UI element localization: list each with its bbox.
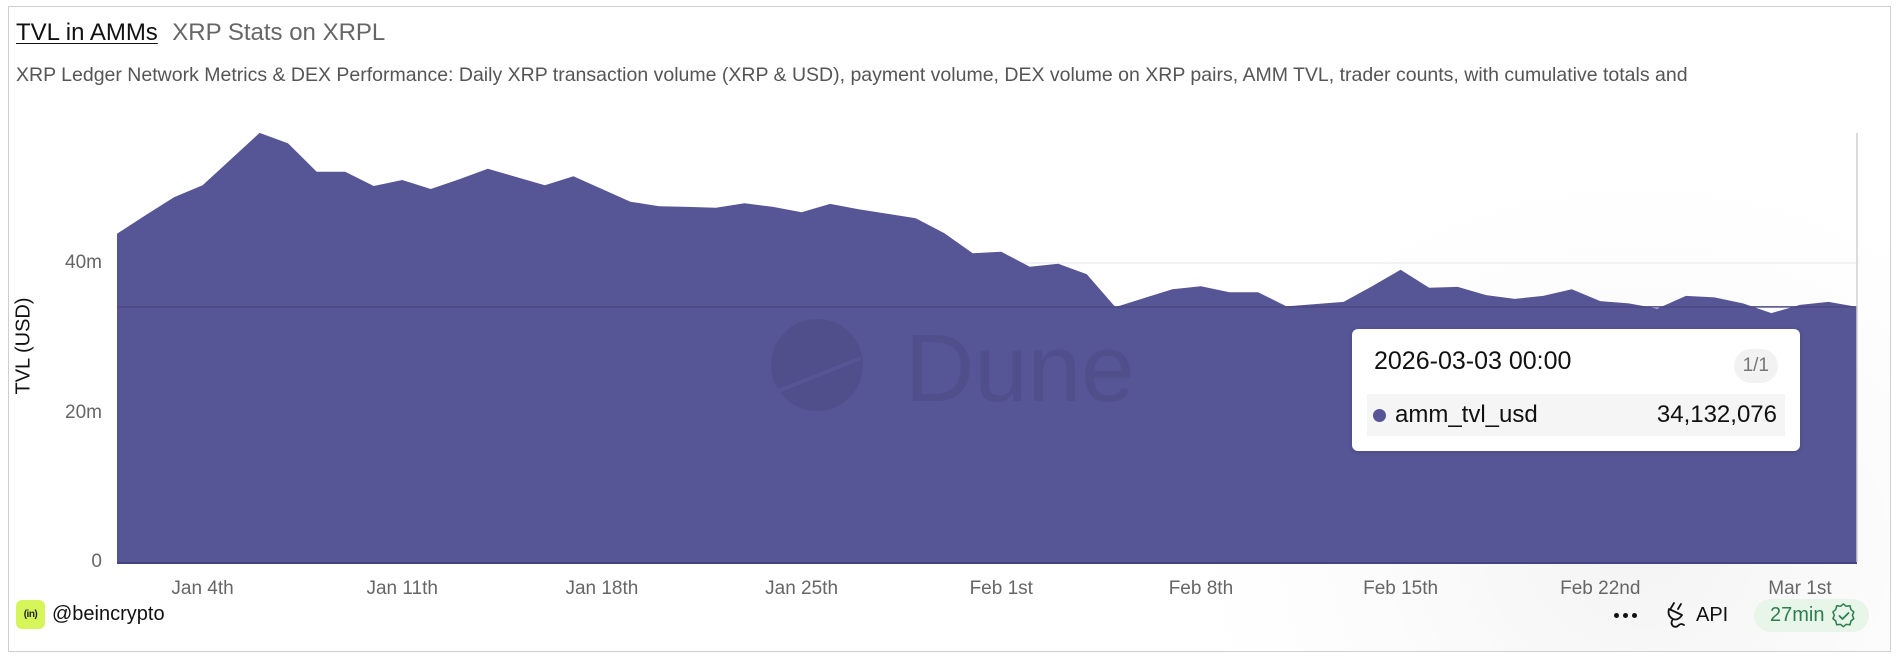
x-tick-label: Jan 18th (565, 578, 639, 599)
y-tick-label: 40m (65, 252, 102, 273)
ellipsis-icon-dot (1631, 612, 1637, 618)
y-tick-label: 20m (65, 401, 102, 423)
y-axis-label: TVL (USD) (12, 297, 35, 395)
tooltip-series-name: amm_tvl_usd (1395, 401, 1538, 428)
x-tick-label: Jan 25th (765, 578, 839, 599)
x-tick-label: Feb 1st (969, 578, 1033, 599)
plug-icon (1667, 602, 1685, 628)
x-tick-label: Jan 11th (366, 578, 438, 599)
author-handle[interactable]: @beincrypto (52, 603, 165, 625)
y-tick-label: 0 (91, 551, 102, 572)
tooltip-series-row: amm_tvl_usd 34,132,076 (1367, 394, 1785, 436)
svg-text:Dune: Dune (905, 315, 1135, 422)
refresh-status-badge[interactable]: 27min (1754, 599, 1869, 632)
tooltip-series-value: 34,132,076 (1656, 401, 1777, 428)
hover-tooltip: 2026-03-03 00:00 1/1 amm_tvl_usd 34,132,… (1352, 329, 1800, 451)
tooltip-page-indicator: 1/1 (1733, 349, 1778, 383)
tooltip-date: 2026-03-03 00:00 (1374, 347, 1572, 375)
x-tick-label: Mar 1st (1768, 578, 1832, 599)
more-options-button[interactable] (1607, 600, 1643, 630)
ellipsis-icon (1613, 612, 1619, 618)
x-tick-label: Feb 15th (1363, 578, 1439, 599)
api-label: API (1696, 603, 1729, 626)
title-row: TVL in AMMs XRP Stats on XRPL (16, 19, 385, 47)
check-badge-icon (1832, 602, 1856, 627)
x-tick-label: Feb 8th (1168, 578, 1234, 599)
dashboard-subtitle: XRP Stats on XRPL (172, 19, 386, 46)
x-tick-label: Feb 22nd (1560, 578, 1641, 599)
chart-title-link[interactable]: TVL in AMMs (16, 19, 158, 46)
refresh-age: 27min (1770, 604, 1825, 626)
series-color-dot-icon (1373, 408, 1386, 422)
x-tick-label: Jan 4th (171, 578, 234, 599)
ellipsis-icon-dot (1622, 612, 1628, 618)
dune-watermark: Dune (771, 315, 1135, 422)
api-button[interactable]: API (1666, 601, 1728, 629)
tvl-area (117, 132, 1857, 562)
dashboard-description: XRP Ledger Network Metrics & DEX Perform… (16, 64, 1688, 86)
author[interactable]: (in) @beincrypto (16, 600, 165, 629)
avatar[interactable]: (in) (16, 600, 45, 629)
